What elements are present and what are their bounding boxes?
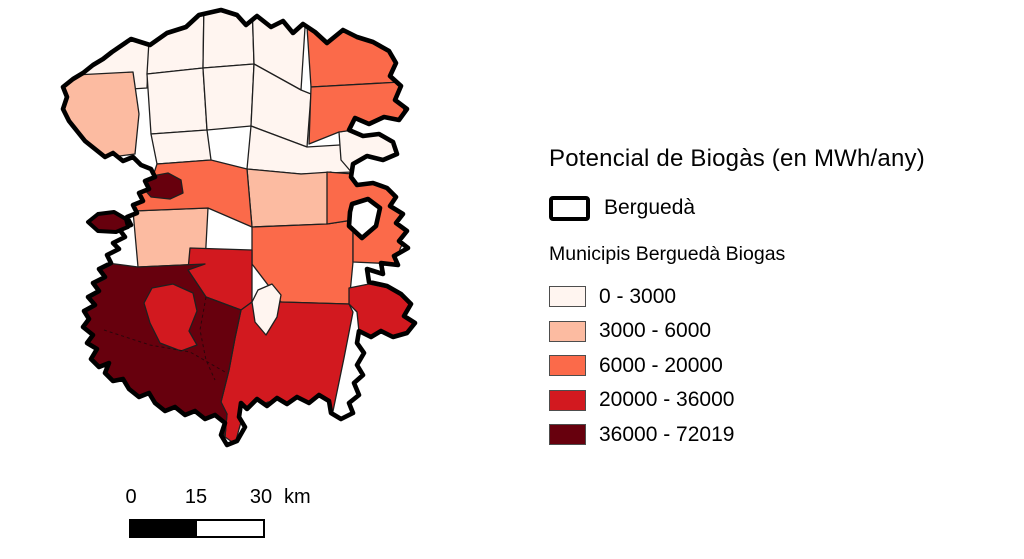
comarca-outline (60, 7, 418, 448)
scale-unit: km (284, 486, 311, 508)
choropleth-map (60, 7, 418, 448)
municipality-mun-n8 (150, 129, 212, 165)
class-label-2: 6000 - 20000 (599, 353, 723, 377)
class-label-0: 0 - 3000 (599, 284, 677, 308)
class-swatch-1 (549, 320, 586, 342)
scale-bar-segment-white (197, 521, 263, 536)
class-swatch-0 (549, 286, 586, 308)
class-label-3: 20000 - 36000 (599, 388, 735, 412)
class-label-1: 3000 - 6000 (599, 319, 712, 343)
legend-title: Potencial de Biogàs (en MWh/any) (549, 145, 925, 172)
comarca-hole (346, 196, 383, 241)
legend-class-row: 20000 - 36000 (549, 383, 1009, 418)
class-label-4: 36000 - 72019 (599, 422, 735, 446)
municipality-mun-n6 (202, 63, 255, 131)
class-swatch-4 (549, 424, 586, 446)
legend-class-row: 3000 - 6000 (549, 314, 1009, 349)
scale-bar-segment-black (131, 521, 197, 536)
maroon-split-1 (103, 329, 226, 373)
municipality-mun-n7 (250, 63, 312, 148)
legend-class-row: 0 - 3000 (549, 279, 1009, 314)
municipality-mun-enc3 (251, 283, 282, 336)
legend-boundary-row: Berguedà (549, 195, 1009, 221)
legend-class-rows: 0 - 3000 3000 - 6000 6000 - 20000 20000 … (549, 279, 1009, 452)
class-swatch-3 (549, 389, 586, 411)
municipalities-layer (63, 10, 415, 445)
scale-tick-15: 15 (184, 486, 208, 508)
boundary-outline-swatch (549, 195, 590, 221)
municipality-mun-n5 (146, 67, 208, 135)
legend-layer-label: Municipis Berguedà Biogas (549, 243, 786, 266)
maroon-split-2 (199, 296, 216, 381)
legend-class-row: 36000 - 72019 (549, 417, 1009, 452)
scale-tick-30: 30 (249, 486, 273, 508)
legend-class-row: 6000 - 20000 (549, 348, 1009, 383)
map-area (0, 0, 512, 554)
municipality-mun-enc2 (143, 283, 198, 352)
map-legend: Potencial de Biogàs (en MWh/any) Bergued… (549, 145, 1009, 452)
class-swatch-2 (549, 355, 586, 377)
boundary-label: Berguedà (604, 196, 696, 220)
municipality-mun-n2 (146, 10, 205, 75)
island-west (86, 210, 130, 234)
scale-bar-graphic (129, 519, 265, 538)
municipality-mun-c1 (246, 168, 332, 228)
scale-tick-0: 0 (125, 486, 137, 508)
